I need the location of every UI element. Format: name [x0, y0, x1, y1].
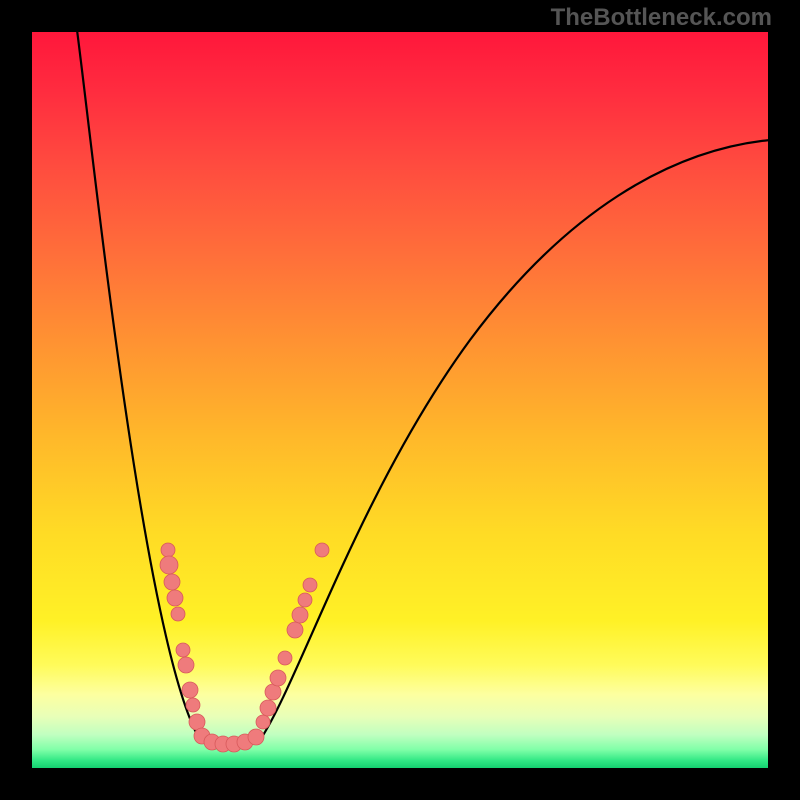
data-markers	[160, 543, 329, 752]
chart-container: TheBottleneck.com	[0, 0, 800, 800]
bottleneck-curve	[70, 0, 770, 740]
data-marker	[164, 574, 180, 590]
data-marker	[167, 590, 183, 606]
data-marker	[182, 682, 198, 698]
data-marker	[260, 700, 276, 716]
data-marker	[265, 684, 281, 700]
data-marker	[189, 714, 205, 730]
data-marker	[287, 622, 303, 638]
curve-overlay	[0, 0, 800, 800]
data-marker	[160, 556, 178, 574]
data-marker	[298, 593, 312, 607]
data-marker	[315, 543, 329, 557]
data-marker	[176, 643, 190, 657]
data-marker	[186, 698, 200, 712]
data-marker	[303, 578, 317, 592]
data-marker	[171, 607, 185, 621]
data-marker	[256, 715, 270, 729]
data-marker	[248, 729, 264, 745]
data-marker	[178, 657, 194, 673]
data-marker	[270, 670, 286, 686]
data-marker	[278, 651, 292, 665]
data-marker	[292, 607, 308, 623]
data-marker	[161, 543, 175, 557]
watermark-text: TheBottleneck.com	[551, 4, 772, 32]
